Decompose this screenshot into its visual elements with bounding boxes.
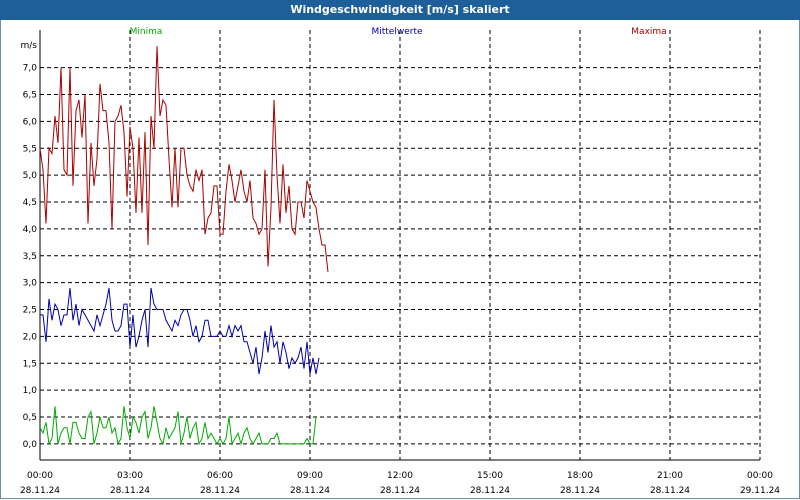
x-tick-time: 09:00 (297, 471, 323, 481)
y-tick-label: 2,5 (23, 306, 37, 316)
y-tick-label: 6,0 (23, 117, 38, 127)
series-line-mittelwerte (40, 287, 320, 375)
y-tick-label: 6,5 (23, 91, 37, 101)
x-tick-date: 28.11.24 (470, 486, 510, 496)
x-tick-date: 28.11.24 (20, 486, 60, 496)
x-tick-date: 28.11.24 (560, 486, 600, 496)
legend-entry: Maxima (631, 27, 666, 37)
y-axis-unit: m/s (21, 41, 38, 51)
x-tick-time: 03:00 (117, 471, 143, 481)
x-tick-time: 06:00 (207, 471, 233, 481)
y-tick-label: 0,5 (23, 413, 37, 423)
legend-entry: Mittelwerte (371, 27, 422, 37)
x-tick-date: 28.11.24 (110, 486, 150, 496)
y-tick-label: 1,0 (23, 386, 38, 396)
y-tick-label: 4,0 (23, 225, 38, 235)
y-tick-label: 1,5 (23, 359, 37, 369)
legend: Minima Mittelwerte Maxima (130, 27, 667, 37)
window-title: Windgeschwindigkeit [m/s] skaliert (0, 0, 800, 20)
series-lines (39, 46, 329, 446)
x-tick-date: 28.11.24 (650, 486, 690, 496)
x-tick-time: 21:00 (657, 471, 683, 481)
x-tick-date: 28.11.24 (380, 486, 420, 496)
y-tick-label: 5,5 (23, 144, 37, 154)
y-tick-label: 5,0 (23, 171, 38, 181)
y-tick-label: 3,5 (23, 252, 37, 262)
x-tick-date: 28.11.24 (200, 486, 240, 496)
x-tick-time: 00:00 (27, 471, 53, 481)
y-tick-label: 3,0 (23, 279, 38, 289)
x-tick-date: 28.11.24 (290, 486, 330, 496)
series-line-maxima (39, 46, 329, 272)
x-tick-time: 00:00 (747, 471, 773, 481)
y-tick-label: 7,0 (23, 64, 38, 74)
x-tick-date: 29.11.24 (740, 486, 780, 496)
x-tick-time: 18:00 (567, 471, 593, 481)
x-tick-time: 15:00 (477, 471, 503, 481)
axes: 0,0 0,5 1,0 1,5 2,0 2,5 3,0 3,5 4,0 4,5 5,0 5,5 6,0 6… (20, 30, 780, 496)
grid-lines (39, 30, 761, 460)
series-line-minima (39, 406, 317, 446)
legend-entry: Minima (130, 27, 163, 37)
y-tick-label: 0,0 (23, 440, 38, 450)
y-tick-label: 4,5 (23, 198, 37, 208)
y-tick-label: 2,0 (23, 332, 38, 342)
x-tick-time: 12:00 (387, 471, 413, 481)
